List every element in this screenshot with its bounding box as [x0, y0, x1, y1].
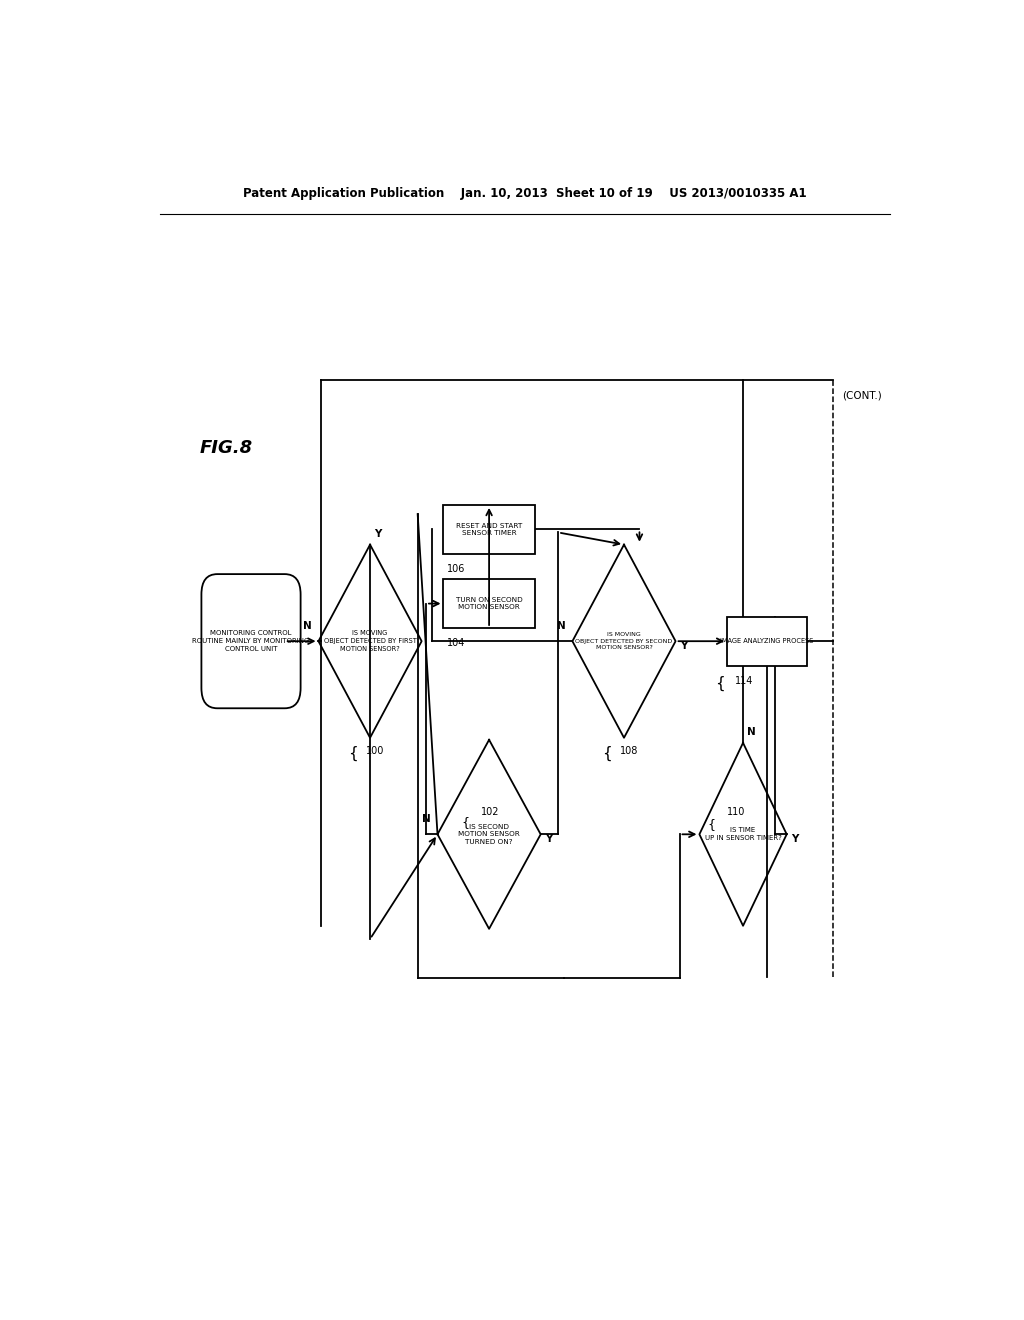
- Text: IS SECOND
MOTION SENSOR
TURNED ON?: IS SECOND MOTION SENSOR TURNED ON?: [458, 824, 520, 845]
- Text: {: {: [708, 817, 715, 830]
- FancyBboxPatch shape: [202, 574, 301, 709]
- Text: TURN ON SECOND
MOTION SENSOR: TURN ON SECOND MOTION SENSOR: [456, 597, 522, 610]
- Text: IS TIME
UP IN SENSOR TIMER?: IS TIME UP IN SENSOR TIMER?: [705, 828, 781, 841]
- Text: RESET AND START
SENSOR TIMER: RESET AND START SENSOR TIMER: [456, 523, 522, 536]
- Bar: [727, 616, 807, 665]
- Text: Y: Y: [546, 834, 553, 845]
- Text: Y: Y: [374, 528, 381, 539]
- Text: (CONT.): (CONT.): [842, 391, 882, 400]
- Text: MONITORING CONTROL
ROUTINE MAINLY BY MONITORING
CONTROL UNIT: MONITORING CONTROL ROUTINE MAINLY BY MON…: [193, 631, 309, 652]
- Text: IMAGE ANALYZING PROCESS: IMAGE ANALYZING PROCESS: [720, 638, 813, 644]
- Text: N: N: [748, 727, 756, 737]
- Text: 104: 104: [447, 638, 466, 648]
- Text: 106: 106: [447, 564, 466, 574]
- Text: 110: 110: [727, 807, 745, 817]
- Text: FIG.8: FIG.8: [200, 440, 253, 457]
- Text: N: N: [303, 620, 312, 631]
- Bar: [443, 506, 535, 554]
- Text: Patent Application Publication    Jan. 10, 2013  Sheet 10 of 19    US 2013/00103: Patent Application Publication Jan. 10, …: [243, 187, 807, 201]
- Text: N: N: [557, 620, 566, 631]
- Text: Y: Y: [680, 642, 688, 651]
- Text: N: N: [423, 814, 431, 824]
- Text: 100: 100: [367, 746, 384, 756]
- Text: 114: 114: [735, 676, 754, 686]
- Text: {: {: [461, 816, 469, 829]
- Text: {: {: [348, 746, 358, 762]
- Text: 108: 108: [620, 746, 638, 756]
- Text: 102: 102: [481, 807, 500, 817]
- Text: {: {: [602, 746, 612, 762]
- Text: Y: Y: [792, 834, 799, 845]
- Text: IS MOVING
OBJECT DETECTED BY SECOND
MOTION SENSOR?: IS MOVING OBJECT DETECTED BY SECOND MOTI…: [575, 632, 673, 649]
- Bar: [443, 579, 535, 628]
- Text: {: {: [715, 676, 725, 690]
- Text: IS MOVING
OBJECT DETECTED BY FIRST
MOTION SENSOR?: IS MOVING OBJECT DETECTED BY FIRST MOTIO…: [324, 631, 417, 652]
